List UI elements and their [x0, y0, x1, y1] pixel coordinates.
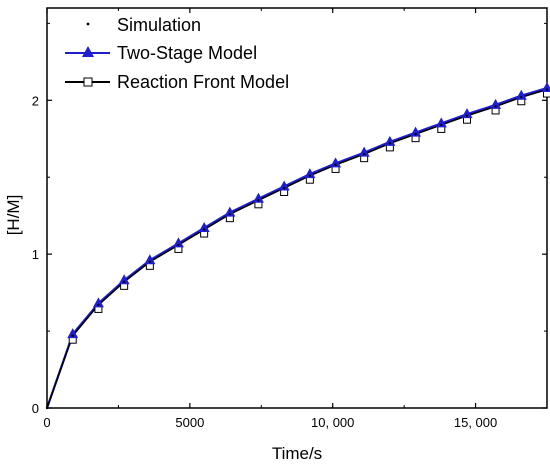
y-axis-title: [H/M]: [4, 195, 23, 236]
two-stage-point: [304, 168, 316, 179]
legend-two-stage-marker: [82, 46, 94, 57]
y-tick-label: 1: [32, 247, 39, 262]
two-stage-point: [224, 206, 236, 217]
x-axis-title: Time/s: [272, 444, 322, 463]
simulation-line: [46, 89, 548, 409]
simulation-point: [494, 105, 497, 108]
two-stage-point: [358, 146, 370, 157]
y-tick-label: 2: [32, 93, 39, 108]
simulation-point: [414, 132, 417, 136]
simulation-point: [228, 212, 232, 216]
simulation-point: [282, 186, 286, 190]
two-stage-point: [330, 157, 342, 168]
legend-simulation-label: Simulation: [117, 15, 201, 35]
simulation-point: [520, 96, 523, 99]
legend: Simulation Two-Stage Model Reaction Fron…: [65, 15, 289, 92]
two-stage-point: [384, 135, 396, 146]
legend-reaction-front-label: Reaction Front Model: [117, 72, 289, 92]
simulation-point: [388, 142, 392, 145]
simulation-point: [362, 152, 366, 156]
x-tick-label: 15, 000: [454, 415, 497, 430]
two-stage-point: [198, 222, 210, 232]
two-stage-point: [410, 126, 422, 137]
two-stage-point: [144, 254, 156, 265]
two-stage-point: [278, 180, 290, 191]
simulation-point: [334, 163, 337, 167]
two-stage-point: [172, 237, 184, 248]
simulation-point: [71, 334, 74, 337]
simulation-point: [308, 174, 312, 177]
x-tick-label: 10, 000: [311, 415, 354, 430]
two-stage-model-line: [45, 86, 548, 409]
simulation-point: [122, 280, 126, 284]
legend-reaction-front-marker: [83, 77, 93, 87]
simulation-point: [148, 260, 152, 264]
simulation-point: [177, 243, 180, 247]
simulation-point: [465, 114, 469, 117]
two-stage-point: [435, 117, 447, 128]
two-stage-point: [490, 98, 502, 109]
simulation-point: [97, 303, 100, 307]
two-stage-point: [92, 297, 104, 308]
two-stage-point: [252, 192, 264, 203]
y-tick-label: 0: [32, 401, 39, 416]
two-stage-point: [67, 328, 79, 339]
simulation-point: [440, 123, 443, 127]
two-stage-point: [541, 82, 550, 92]
two-stage-point: [515, 89, 527, 100]
two-stage-point: [461, 108, 473, 119]
simulation-point: [257, 199, 260, 202]
x-tick-label: 5000: [175, 415, 204, 430]
simulation-point: [545, 88, 549, 91]
reaction-front-model-line: [46, 88, 548, 409]
legend-simulation-marker: [86, 22, 90, 26]
x-tick-label: 0: [43, 415, 50, 430]
legend-two-stage-label: Two-Stage Model: [117, 43, 257, 63]
two-stage-point: [118, 274, 130, 285]
series-layer: [45, 82, 550, 410]
simulation-point: [202, 228, 206, 231]
axis-ticks: 0 5000 10, 000 15, 000 0 1 2: [32, 8, 547, 430]
plot-frame: [46, 7, 548, 409]
